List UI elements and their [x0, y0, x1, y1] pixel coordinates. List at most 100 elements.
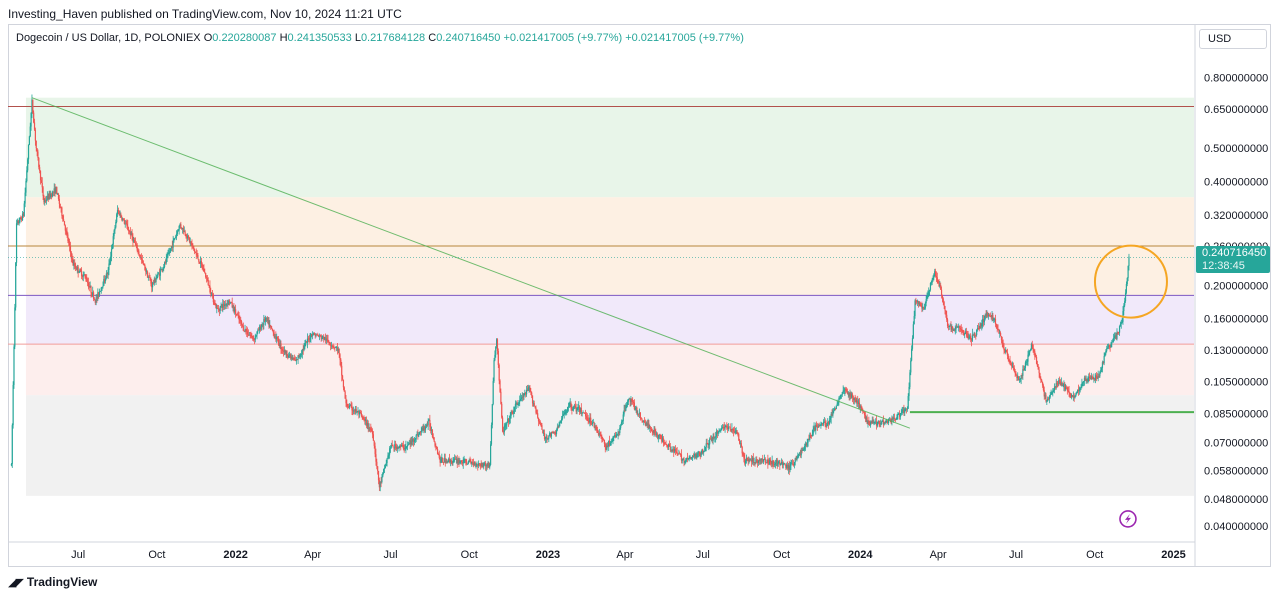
candle-body [215, 303, 217, 309]
candle-body [307, 338, 309, 340]
candle-body [367, 423, 369, 429]
candle-body [47, 195, 49, 200]
candle-body [446, 461, 448, 463]
candle-body [258, 329, 260, 331]
candle-body [353, 410, 356, 412]
candle-body [685, 459, 687, 461]
candle-body [1125, 284, 1127, 293]
candle-body [786, 464, 788, 468]
candle-body [846, 391, 849, 394]
candle-body [732, 428, 734, 430]
candle-body [33, 122, 36, 130]
candle-body [131, 232, 133, 237]
candle-body [265, 317, 268, 319]
candle-body [121, 217, 123, 220]
candle-body [145, 270, 147, 272]
candle-body [387, 455, 389, 459]
candle-body [507, 418, 509, 423]
candle-body [338, 348, 340, 355]
candle-body [543, 433, 545, 434]
candle-body [911, 348, 913, 361]
candle-body [592, 422, 594, 424]
candle-body [992, 315, 994, 321]
candle-body [527, 388, 529, 391]
candle-body [840, 394, 843, 396]
candle-body [327, 339, 329, 342]
candle-body [636, 407, 638, 414]
candle-body [17, 220, 19, 224]
candle-body [915, 300, 917, 302]
candle-body [1043, 390, 1045, 397]
candle-body [727, 427, 729, 430]
candle-body [80, 271, 83, 277]
candle-body [178, 226, 180, 231]
candle-body [424, 426, 427, 430]
candle-body [568, 403, 570, 407]
candle-body [946, 319, 949, 326]
candle-body [418, 434, 420, 437]
candle-body [486, 465, 488, 467]
candle-body [457, 459, 459, 464]
candle-body [887, 420, 889, 424]
candle-body [490, 424, 493, 445]
candle-body [1049, 394, 1051, 397]
candle-body [1002, 344, 1004, 348]
candle-body [848, 392, 850, 397]
candle-body [952, 329, 955, 331]
candle-body [88, 286, 90, 288]
candle-body [220, 305, 222, 307]
candle-body [537, 417, 540, 422]
candle-body [43, 196, 45, 203]
candle-body [561, 418, 563, 421]
candle-body [206, 278, 208, 281]
candle-body [241, 321, 243, 325]
candle-body [605, 447, 607, 450]
candle-body [92, 292, 94, 296]
candle-body [332, 346, 334, 347]
candle-body [966, 333, 968, 336]
candle-body [1061, 382, 1063, 386]
candle-body [796, 456, 798, 461]
candle-body [147, 277, 149, 278]
currency-button[interactable]: USD [1199, 29, 1267, 49]
candle-body [545, 436, 547, 439]
candle-body [113, 230, 115, 237]
candle-body [964, 334, 966, 335]
candle-body [781, 462, 784, 466]
candle-body [681, 459, 683, 461]
candle-body [116, 210, 119, 215]
candle-body [339, 354, 341, 360]
candle-body [716, 431, 718, 434]
candle-body [44, 200, 46, 203]
candle-body [646, 422, 648, 426]
candle-body [745, 461, 747, 464]
candle-body [55, 186, 57, 194]
candle-body [634, 408, 636, 410]
candle-body [959, 327, 961, 330]
candle-body [553, 431, 555, 433]
candle-body [638, 412, 641, 414]
candle-body [452, 460, 454, 464]
tradingview-logo[interactable]: ◢◤ TradingView [8, 575, 97, 589]
candle-body [771, 460, 773, 465]
candle-body [865, 417, 867, 420]
candle-body [1001, 340, 1003, 345]
candle-body [425, 425, 428, 427]
candle-body [804, 446, 806, 450]
y-tick-label: 0.500000000 [1204, 143, 1268, 155]
candle-body [333, 346, 335, 348]
candle-body [753, 462, 755, 463]
candle-body [397, 446, 399, 449]
candle-body [183, 231, 185, 233]
candle-body [920, 305, 922, 307]
candle-body [451, 461, 453, 464]
candle-body [97, 292, 99, 298]
candle-body [130, 232, 132, 236]
change-value: +0.021417005 (+9.77%) [503, 32, 623, 44]
candle-body [252, 338, 255, 340]
candle-body [149, 277, 151, 281]
candle-body [424, 426, 426, 430]
candle-body [597, 432, 600, 435]
candle-body [150, 280, 152, 284]
